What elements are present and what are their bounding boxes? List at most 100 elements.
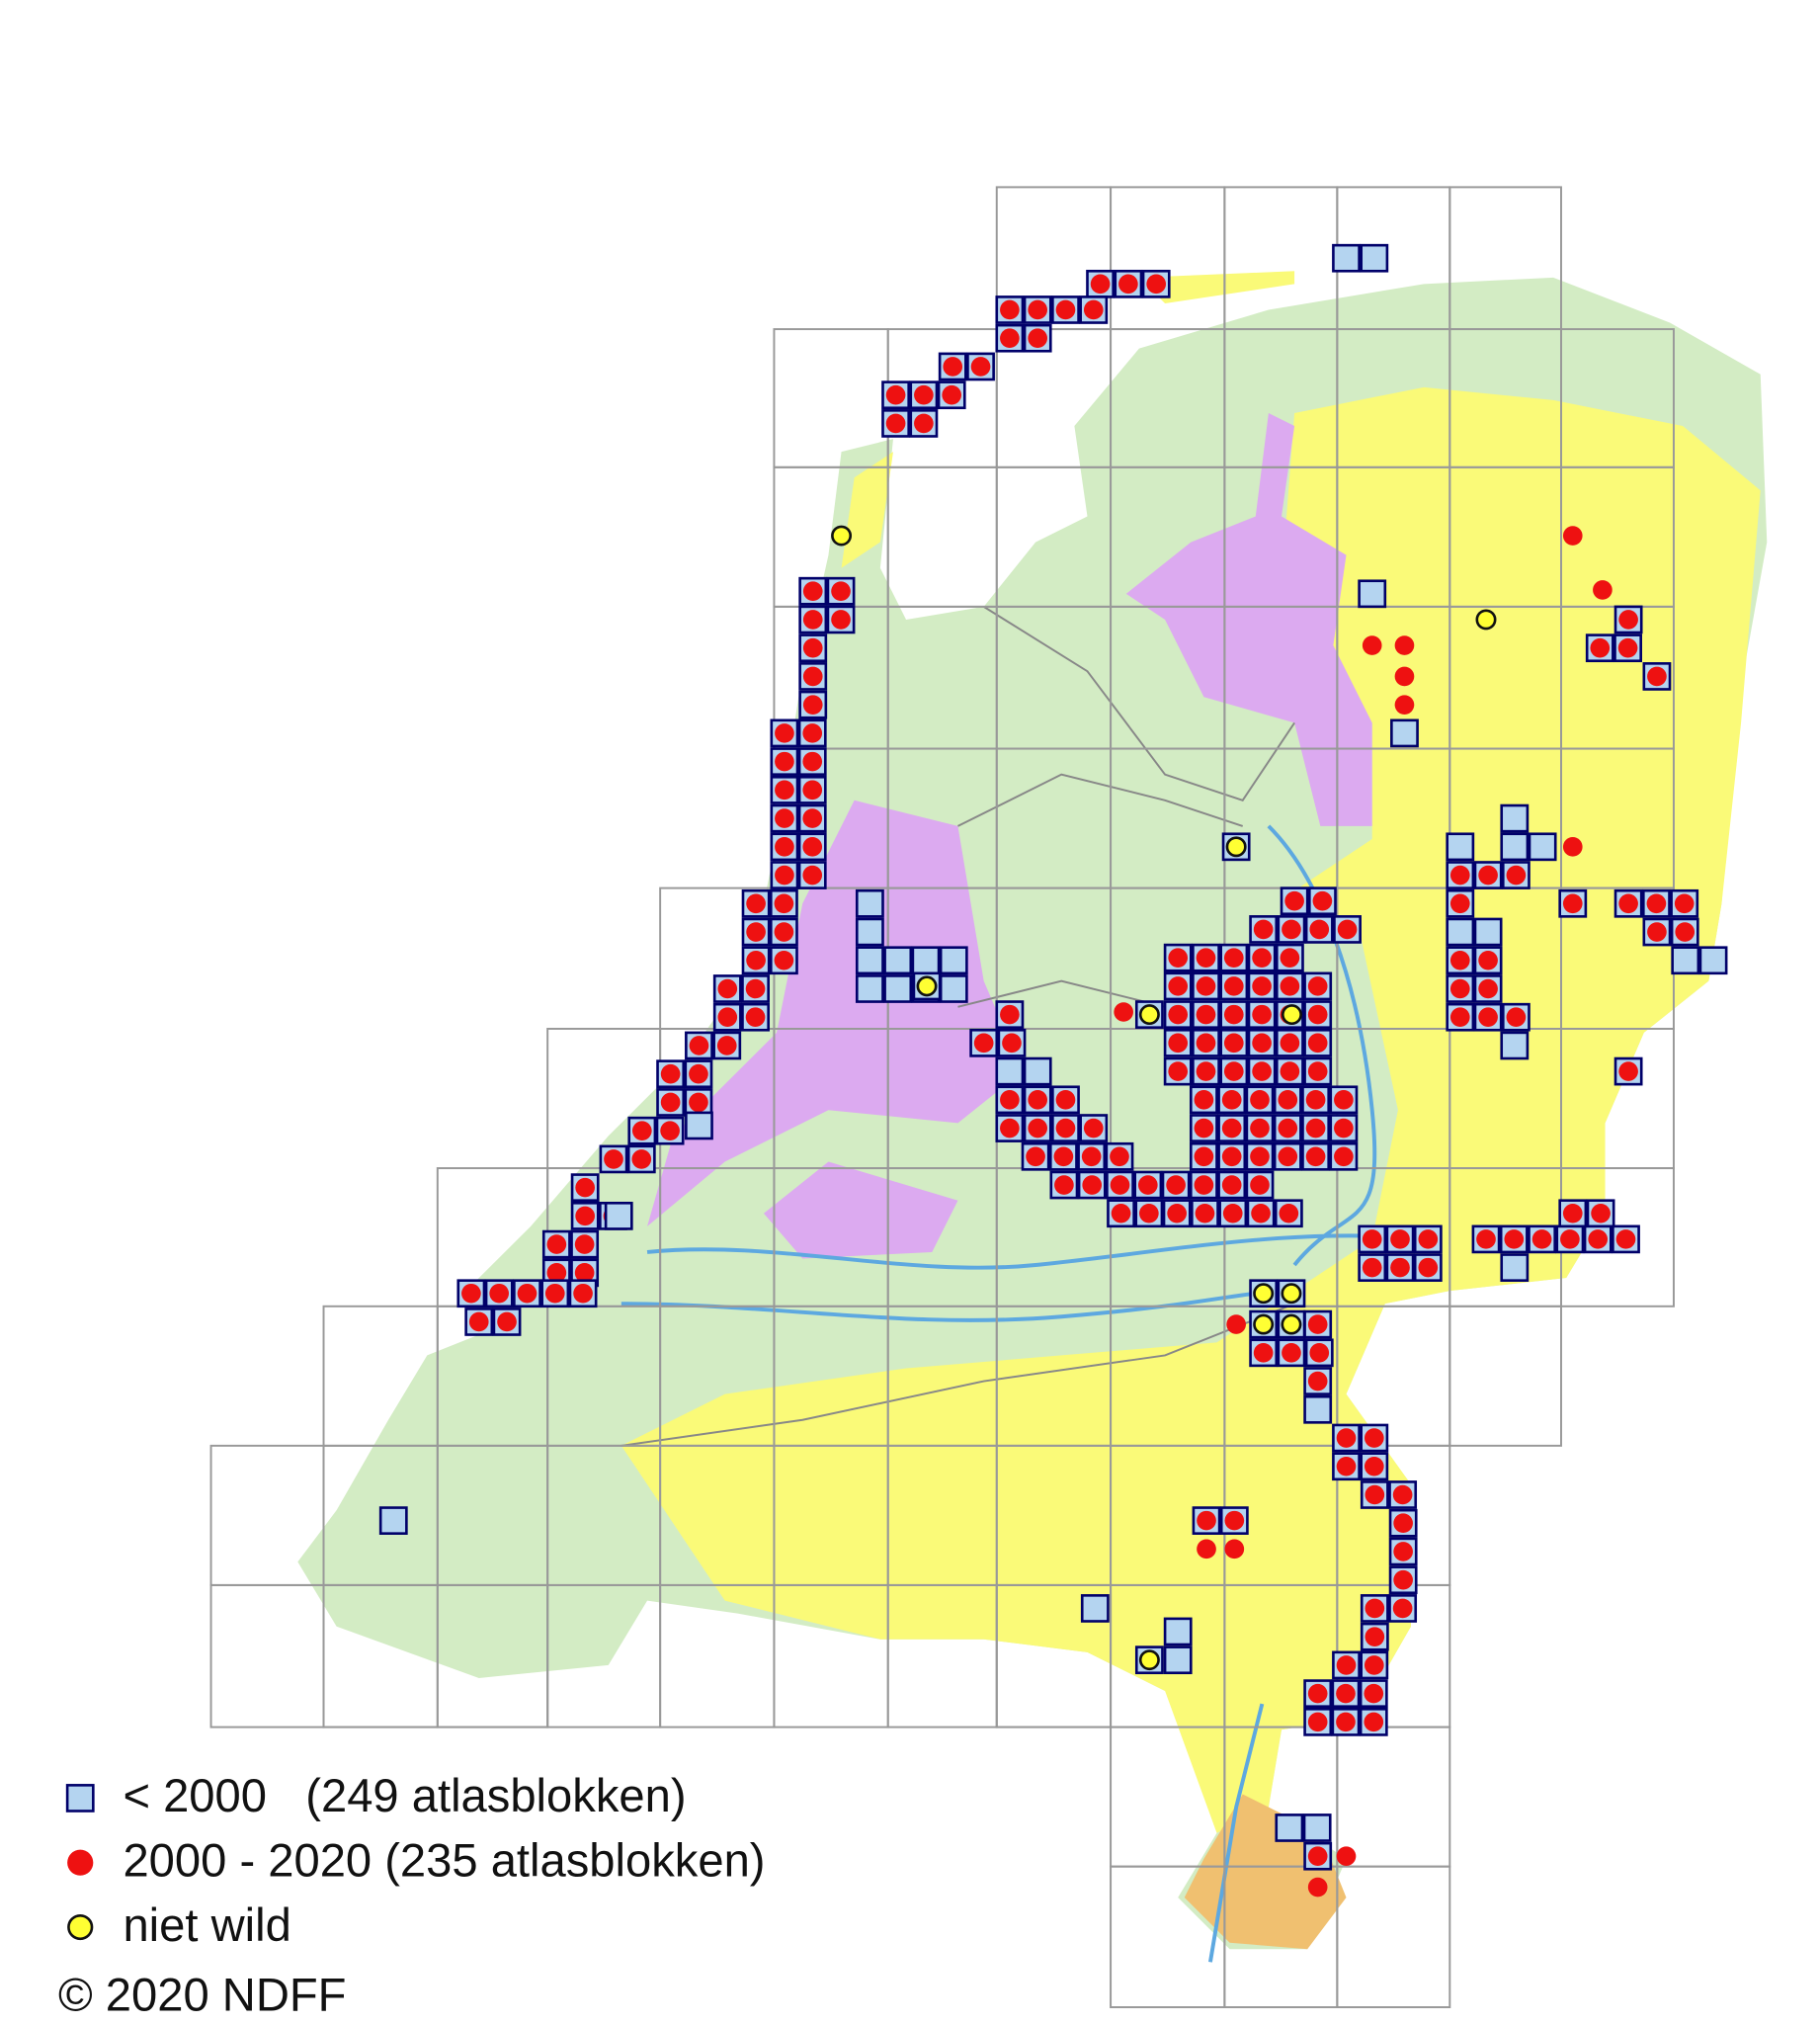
border (983, 606, 1295, 801)
block-square (1500, 832, 1530, 862)
block-dot (716, 1036, 737, 1055)
block-dot (1279, 1203, 1299, 1223)
block-dot (1081, 1146, 1102, 1167)
block-dot (660, 1121, 680, 1140)
block-dot (1221, 1118, 1242, 1138)
block-dot (1137, 1175, 1158, 1195)
block-circle (1253, 1283, 1275, 1305)
block-dot (1362, 635, 1382, 655)
block-dot (1224, 1539, 1245, 1560)
block-dot (885, 384, 906, 405)
block-square (855, 917, 884, 947)
block-dot (1449, 950, 1470, 970)
block-dot (1194, 1118, 1214, 1138)
grid-cell (1110, 186, 1226, 331)
block-dot (1615, 1229, 1636, 1249)
block-square (855, 946, 884, 975)
block-square (1023, 1056, 1052, 1086)
block-dot (575, 1177, 595, 1198)
block-dot (1307, 1371, 1328, 1392)
block-dot (1305, 1090, 1326, 1110)
block-dot (1110, 1146, 1129, 1167)
block-dot (1114, 1002, 1133, 1022)
block-dot (1394, 695, 1415, 715)
block-dot (1593, 580, 1613, 600)
block-dot (1280, 976, 1300, 996)
block-dot (1390, 1229, 1410, 1249)
block-dot (1506, 1007, 1527, 1028)
block-dot (1562, 1203, 1583, 1223)
block-dot (1305, 1146, 1326, 1167)
block-dot (461, 1283, 481, 1304)
block-dot (774, 893, 794, 914)
block-dot (1588, 1229, 1609, 1249)
block-dot (1280, 948, 1300, 968)
block-dot (574, 1263, 595, 1283)
block-dot (1334, 1146, 1354, 1167)
block-dot (1278, 1146, 1298, 1167)
block-dot (1365, 1627, 1385, 1646)
grid-cell (1336, 1726, 1451, 1868)
legend: < 2000 (249 atlasblokken) 2000 - 2020 (2… (58, 1769, 766, 2020)
block-dot (1618, 610, 1638, 630)
block-dot (1166, 1175, 1186, 1195)
border (620, 1303, 1295, 1447)
block-dot (1168, 1004, 1189, 1025)
block-dot (1226, 1314, 1246, 1334)
block-dot (1309, 919, 1330, 940)
block-square (1500, 803, 1530, 833)
block-dot (660, 1063, 681, 1084)
block-dot (1617, 637, 1638, 658)
block-dot (1251, 1203, 1271, 1223)
block-dot (1028, 1118, 1048, 1138)
block-dot (1223, 1061, 1244, 1081)
block-dot (1647, 666, 1667, 687)
block-dot (544, 1283, 565, 1304)
block-dot (517, 1283, 538, 1304)
borders (620, 606, 1295, 1447)
block-dot (1053, 1146, 1074, 1167)
block-dot (1252, 976, 1272, 996)
block-dot (942, 384, 962, 405)
block-dot (1312, 890, 1333, 911)
block-dot (1196, 1033, 1216, 1054)
block-dot (1562, 893, 1583, 914)
island-north (1138, 271, 1295, 303)
land-purple-west (647, 800, 1023, 1226)
block-dot (1196, 948, 1216, 968)
block-dot (1307, 1061, 1328, 1081)
block-dot (631, 1149, 652, 1169)
block-dot (1478, 865, 1498, 886)
block-dot (1055, 1118, 1076, 1138)
land-purple-south (763, 1161, 958, 1259)
block-dot (1197, 1510, 1216, 1531)
block-dot (1675, 922, 1696, 942)
block-circle (1281, 1283, 1302, 1305)
block-square (1163, 1645, 1193, 1675)
block-dot (1002, 1033, 1022, 1054)
block-dot (1082, 1175, 1103, 1195)
block-dot (717, 1007, 738, 1028)
block-dot (1028, 328, 1048, 348)
block-dot (1055, 1090, 1076, 1110)
block-dot (1250, 1175, 1270, 1195)
atlas-blocks (378, 243, 1728, 1898)
grid-cell (322, 1583, 549, 1729)
block-dot (1083, 299, 1104, 320)
block-dot (1055, 299, 1076, 320)
block-dot (1336, 1846, 1357, 1866)
block-circle (916, 975, 938, 997)
block-square (1303, 1394, 1333, 1424)
block-dot (802, 695, 823, 715)
border (957, 979, 1166, 1008)
block-dot (1028, 299, 1048, 320)
block-dot (1284, 890, 1304, 911)
legend-label: < 2000 (249 atlasblokken) (123, 1769, 686, 1821)
block-dot (1278, 1090, 1298, 1110)
block-dot (1224, 1510, 1245, 1531)
block-dot (1393, 1569, 1413, 1590)
grid-cell (886, 465, 998, 608)
block-dot (689, 1092, 708, 1113)
block-dot (574, 1234, 595, 1254)
block-dot (1393, 1513, 1413, 1534)
